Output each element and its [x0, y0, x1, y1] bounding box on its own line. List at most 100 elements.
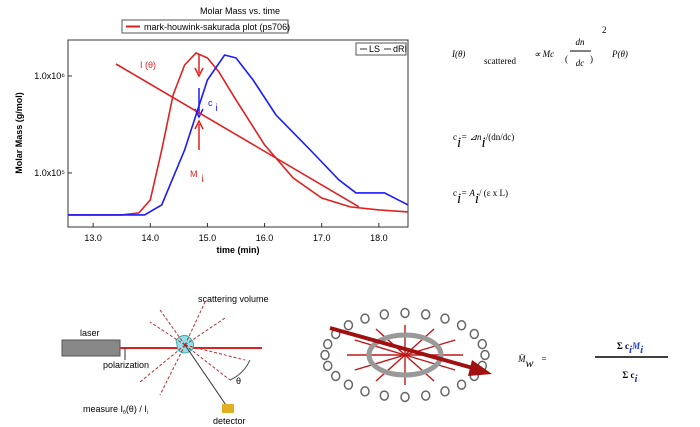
ring-dot	[456, 320, 467, 331]
legend-label: mark-houwink-sakurada plot (ps706)	[144, 22, 290, 32]
ring-dot	[360, 386, 370, 397]
legend-box	[121, 19, 289, 34]
laser-body	[61, 339, 121, 357]
ring-dot	[322, 338, 333, 350]
eq-text: Σ c	[622, 370, 634, 380]
ring-dot	[379, 309, 390, 320]
paren: (	[565, 54, 568, 64]
annotation-sub: i	[216, 103, 218, 114]
y-tick-label: 1.0x10⁵	[34, 168, 65, 178]
paren: )	[590, 54, 593, 64]
ring-dot	[469, 328, 480, 340]
x-tick-label: 13.0	[84, 233, 102, 243]
ring-beam-head	[468, 360, 492, 376]
legend-label: dRI	[393, 44, 407, 54]
x-tick-label: 18.0	[370, 233, 388, 243]
eq-text: dc	[576, 58, 585, 68]
eq-text: scattered	[484, 56, 516, 66]
eq-text: i	[457, 191, 461, 207]
diagram-label: i	[147, 410, 148, 416]
ring-dot	[343, 379, 354, 390]
eq-text: Σ ci	[622, 370, 638, 385]
detector	[222, 404, 234, 413]
series-line	[68, 52, 409, 216]
angle-arc	[229, 359, 251, 381]
ring-dot	[440, 313, 450, 324]
eq-text: i	[635, 373, 639, 385]
equation-mw: M̄w = Σ ciMi Σ ci	[517, 341, 668, 385]
ring-dot	[360, 313, 370, 324]
diagram-label: laser	[80, 328, 100, 338]
detector-arm	[184, 344, 229, 409]
eq-text: dn	[576, 37, 586, 47]
legend-box	[355, 42, 407, 56]
series-line	[115, 63, 360, 208]
ring-dot	[343, 320, 354, 331]
legend-label: LS	[369, 44, 380, 54]
eq-text: i	[629, 344, 633, 356]
arrows	[194, 54, 204, 150]
eq-text: Σ c	[617, 341, 629, 351]
eq-text: /(dn/dc)	[486, 132, 515, 142]
ring-dot	[400, 391, 410, 403]
eq-text: i	[640, 344, 644, 356]
x-tick-label: 17.0	[313, 233, 331, 243]
diagram-label: measure Iθ(θ) / Ii	[83, 404, 148, 416]
annotation: c	[208, 98, 213, 108]
diagram-label: detector	[213, 416, 246, 426]
ring-ray	[375, 354, 406, 382]
eq-text: i	[482, 135, 486, 151]
series-line	[68, 54, 409, 216]
annotation: I (θ)	[140, 60, 156, 70]
y-tick-label: 1.0x10⁶	[34, 71, 65, 81]
equation-conc-dn: ci= ⊿ni/(dn/dc)	[453, 132, 514, 151]
eq-text: M̄	[517, 354, 526, 364]
eq-text: Σ ciMi	[617, 341, 644, 356]
ring-ray	[354, 354, 406, 371]
annotation-sub: i	[202, 174, 204, 185]
chart-title: Molar Mass vs. time	[200, 6, 280, 16]
eq-text: I(θ)	[451, 49, 465, 59]
eq-text: P(θ)	[611, 49, 628, 59]
x-axis-label: time (min)	[216, 245, 259, 255]
eq-text: M	[631, 341, 641, 351]
annotation: M	[190, 169, 198, 179]
ring-ray	[404, 354, 456, 371]
eq-text: / (ε x L)	[479, 188, 508, 198]
ring-ray	[404, 354, 435, 382]
detector-ring	[320, 307, 492, 403]
y-axis-label: Molar Mass (g/mol)	[14, 92, 24, 174]
eq-text: i	[475, 191, 479, 207]
eq-text: ∝ Mc	[534, 49, 554, 59]
ring-dot	[480, 349, 490, 361]
diagram-label: θ	[123, 410, 126, 416]
equation-conc-abs: ci= Ai/ (ε x L)	[453, 188, 508, 207]
x-tick-label: 16.0	[256, 233, 274, 243]
eq-text: = ⊿n	[461, 132, 482, 142]
ring-dot	[320, 349, 330, 361]
ring-dot	[379, 390, 390, 401]
ring-dot	[400, 307, 410, 319]
ring-dot	[420, 390, 431, 401]
diagram-label: θ	[236, 376, 241, 386]
ring-dot	[322, 360, 333, 372]
x-tick-label: 14.0	[142, 233, 160, 243]
diagram-label: scattering volume	[198, 294, 269, 304]
ring-band	[366, 332, 444, 378]
ring-ray	[375, 328, 406, 356]
ring-dot	[440, 386, 450, 397]
eq-text: =	[542, 354, 547, 364]
scattering-diagram: laser polarization scattering volume θ m…	[61, 294, 269, 426]
equation-scattering: I(θ) scattered ∝ Mc dn dc ( ) 2 P(θ)	[451, 25, 628, 68]
x-tick-label: 15.0	[199, 233, 217, 243]
ring-beam	[329, 326, 481, 372]
ring-dot	[477, 338, 488, 350]
eq-text: 2	[602, 25, 607, 35]
ring-dot	[420, 309, 431, 320]
plot-frame	[67, 39, 409, 228]
eq-text: c	[453, 188, 457, 198]
eq-text: M̄w =	[517, 354, 547, 370]
